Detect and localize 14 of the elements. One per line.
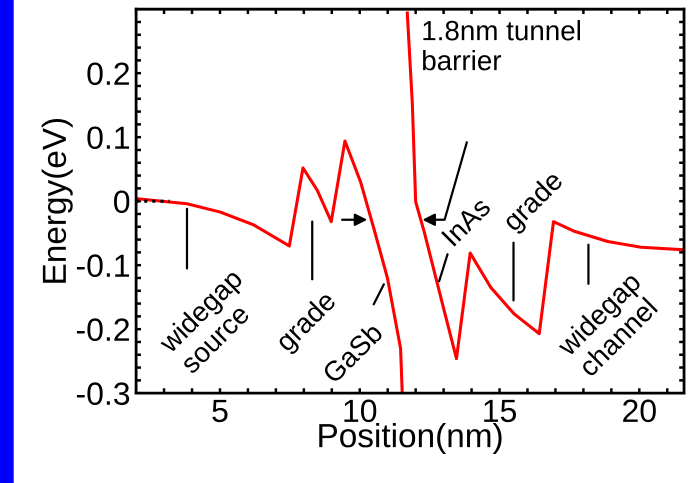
x-tick-label: 20 <box>623 400 656 422</box>
x-axis-title: Position(nm) <box>319 422 502 454</box>
y-tick-label: 0.2 <box>87 62 129 86</box>
y-tick-label: -0.1 <box>76 254 129 278</box>
y-tick-label: 0.1 <box>87 126 129 150</box>
x-tick-label: 5 <box>212 400 228 422</box>
annotation: 1.8nm tunnel barrier <box>423 20 580 70</box>
y-tick-label: 0 <box>114 190 130 214</box>
y-tick-label: -0.3 <box>76 382 130 406</box>
x-tick-label: 10 <box>344 400 376 422</box>
y-axis-title: Energy(eV) <box>42 118 73 283</box>
annotation: InAs <box>441 196 492 247</box>
y-tick-label: -0.2 <box>76 318 129 342</box>
x-tick-label: 15 <box>484 400 516 422</box>
